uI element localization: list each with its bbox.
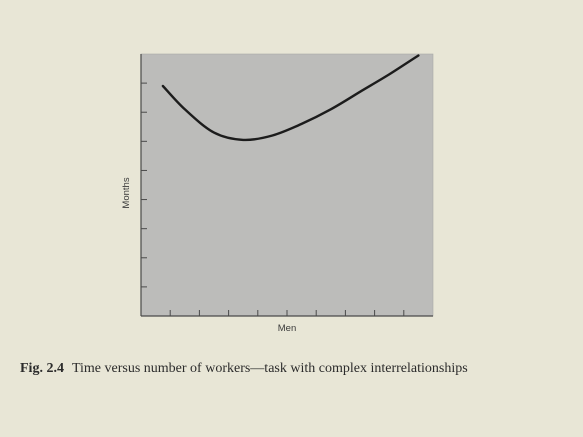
- figure-caption: Fig. 2.4 Time versus number of workers—ta…: [20, 359, 560, 378]
- series-line: [161, 54, 420, 142]
- figure-caption-text: Time versus number of workers—task with …: [71, 361, 468, 376]
- y-axis-label: Months: [121, 177, 132, 208]
- x-axis-label: Men: [278, 323, 296, 334]
- axis-ticks: [141, 82, 405, 316]
- figure-number: Fig. 2.4: [20, 361, 64, 376]
- plot-area: [140, 53, 434, 317]
